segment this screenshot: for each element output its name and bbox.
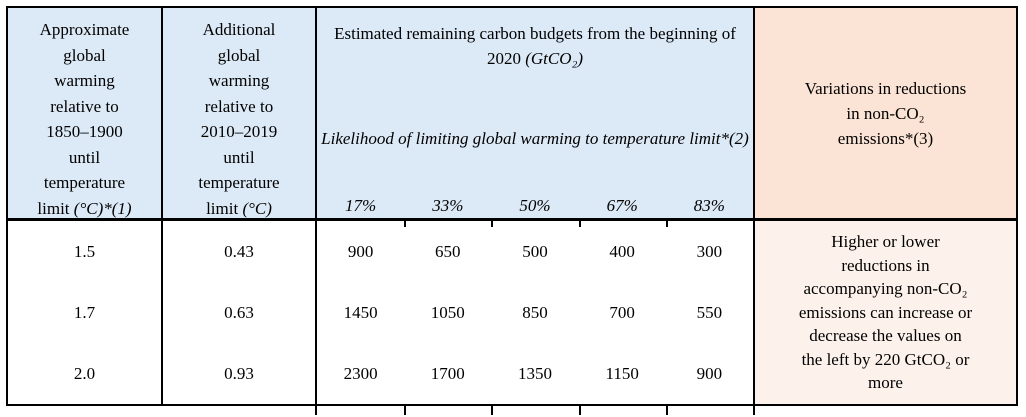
budgets-title: Estimated remaining carbon budgets from … <box>317 21 753 71</box>
budgets-subtitle-line1: Likelihood of limiting global warming <box>321 129 581 148</box>
approx-warming-value: 1.7 <box>73 302 96 322</box>
column-divider-tick <box>753 405 755 415</box>
column-divider-tick <box>491 405 493 415</box>
header-approx-line: global <box>63 45 106 65</box>
likelihood-50: 50% <box>519 196 551 215</box>
header-approx-unit: (°C)*(1) <box>73 198 132 218</box>
variations-line: Variations in reductions <box>804 78 967 98</box>
header-approx-limit-label: limit <box>37 198 74 218</box>
approx-warming-value: 1.5 <box>73 241 96 261</box>
budget-value: 500 <box>522 241 548 261</box>
budget-value: 2300 <box>343 363 378 383</box>
additional-warming-value: 0.43 <box>224 241 254 261</box>
budget-value: 1150 <box>605 363 639 383</box>
likelihood-33: 33% <box>432 196 464 215</box>
budget-value: 550 <box>696 302 723 322</box>
column-divider-tick <box>666 405 668 415</box>
budgets-title-line2: from the beginning of 2020 (GtCO₂) <box>487 24 736 68</box>
header-additional-warming: Additional global warming relative to 20… <box>163 8 317 218</box>
likelihood-67: 67% <box>606 196 638 215</box>
budget-value: 300 <box>696 241 723 261</box>
note-line: decrease the values on <box>809 326 962 346</box>
column-divider-tick <box>666 221 668 227</box>
budgets-title-line2-text: from the beginning of 2020 <box>486 24 736 68</box>
column-divider-tick <box>491 221 493 227</box>
column-divider-tick <box>579 221 581 227</box>
header-additional-line: 2010–2019 <box>200 122 278 141</box>
budgets-subtitle-line2: to temperature limit*(2) <box>585 129 749 148</box>
budget-value: 1350 <box>517 363 552 383</box>
budget-row-1p7: 1450 1050 850 700 550 <box>317 282 753 343</box>
budget-row-1p5: 900 650 500 400 300 <box>317 221 753 282</box>
note-line: the left by 220 GtCO₂ or <box>801 349 970 369</box>
header-approx-line: warming <box>54 71 115 90</box>
header-additional-line: relative to <box>204 96 274 116</box>
header-additional-line: until <box>223 147 255 167</box>
budget-value: 1450 <box>343 302 378 322</box>
note-line: more <box>868 373 903 393</box>
header-additional-line: Additional <box>202 20 276 39</box>
header-additional-line: temperature <box>198 173 280 192</box>
column-divider-tick <box>315 405 317 415</box>
additional-warming-value: 0.63 <box>224 302 254 322</box>
note-line: reductions in <box>841 255 930 275</box>
variations-line: emissions*(3) <box>837 128 934 148</box>
likelihood-percent-row: 17% 33% 50% 67% 83% <box>317 196 753 216</box>
note-nonco2-variations: Higher or lower reductions in accompanyi… <box>755 221 1016 404</box>
header-approx-warming: Approximate global warming relative to 1… <box>8 8 163 218</box>
note-line: emissions can increase or <box>798 302 973 322</box>
header-approx-line: Approximate <box>39 20 130 39</box>
budget-value: 900 <box>347 241 374 261</box>
column-divider-tick <box>579 405 581 415</box>
column-divider-tick <box>404 405 406 415</box>
budgets-title-unit: (GtCO₂) <box>525 49 584 68</box>
header-additional-line: warming <box>208 71 270 90</box>
header-additional-unit: (°C) <box>242 198 272 218</box>
header-additional-last-line: limit (°C) <box>163 196 315 222</box>
approx-warming-value: 2.0 <box>73 363 96 383</box>
header-variations-nonco2: Variations in reductions in non-CO₂ emis… <box>755 8 1016 218</box>
header-approx-line: 1850–1900 <box>46 122 123 141</box>
budgets-title-line1: Estimated remaining carbon budgets <box>334 24 583 43</box>
table-header-row: Approximate global warming relative to 1… <box>8 8 1016 221</box>
column-additional-warming-values: 0.43 0.63 0.93 <box>163 221 317 404</box>
additional-warming-value: 0.93 <box>224 363 254 383</box>
column-approx-warming-values: 1.5 1.7 2.0 <box>8 221 163 404</box>
header-approx-last-line: limit (°C)*(1) <box>8 196 161 222</box>
header-additional-line: global <box>217 45 261 65</box>
budgets-likelihood-subtitle: Likelihood of limiting global warming to… <box>321 126 749 151</box>
budget-value: 900 <box>696 363 723 383</box>
budget-value: 1050 <box>430 302 465 322</box>
likelihood-17: 17% <box>345 196 377 215</box>
likelihood-83: 83% <box>693 196 725 215</box>
column-divider-tick <box>404 221 406 227</box>
budget-value: 650 <box>435 241 461 261</box>
header-approx-line: relative to <box>50 96 119 116</box>
budget-value: 700 <box>609 302 635 322</box>
variations-line: in non-CO₂ <box>846 103 925 123</box>
budget-value: 1700 <box>430 363 465 383</box>
column-budget-values: 900 650 500 400 300 1450 1050 850 700 55… <box>317 221 755 404</box>
budget-row-2p0: 2300 1700 1350 1150 900 <box>317 343 753 404</box>
header-approx-line: temperature <box>43 173 126 192</box>
budget-value: 400 <box>609 241 635 261</box>
header-additional-limit-label: limit <box>206 198 243 218</box>
note-line: Higher or lower <box>831 232 940 252</box>
header-approx-line: until <box>68 147 101 167</box>
header-carbon-budgets: Estimated remaining carbon budgets from … <box>317 8 755 218</box>
carbon-budget-table: Approximate global warming relative to 1… <box>6 6 1018 415</box>
budget-value: 850 <box>522 302 548 322</box>
note-line: accompanying non-CO₂ <box>803 279 968 299</box>
table-body: 1.5 1.7 2.0 0.43 0.63 0.93 900 650 500 4… <box>8 221 1016 404</box>
